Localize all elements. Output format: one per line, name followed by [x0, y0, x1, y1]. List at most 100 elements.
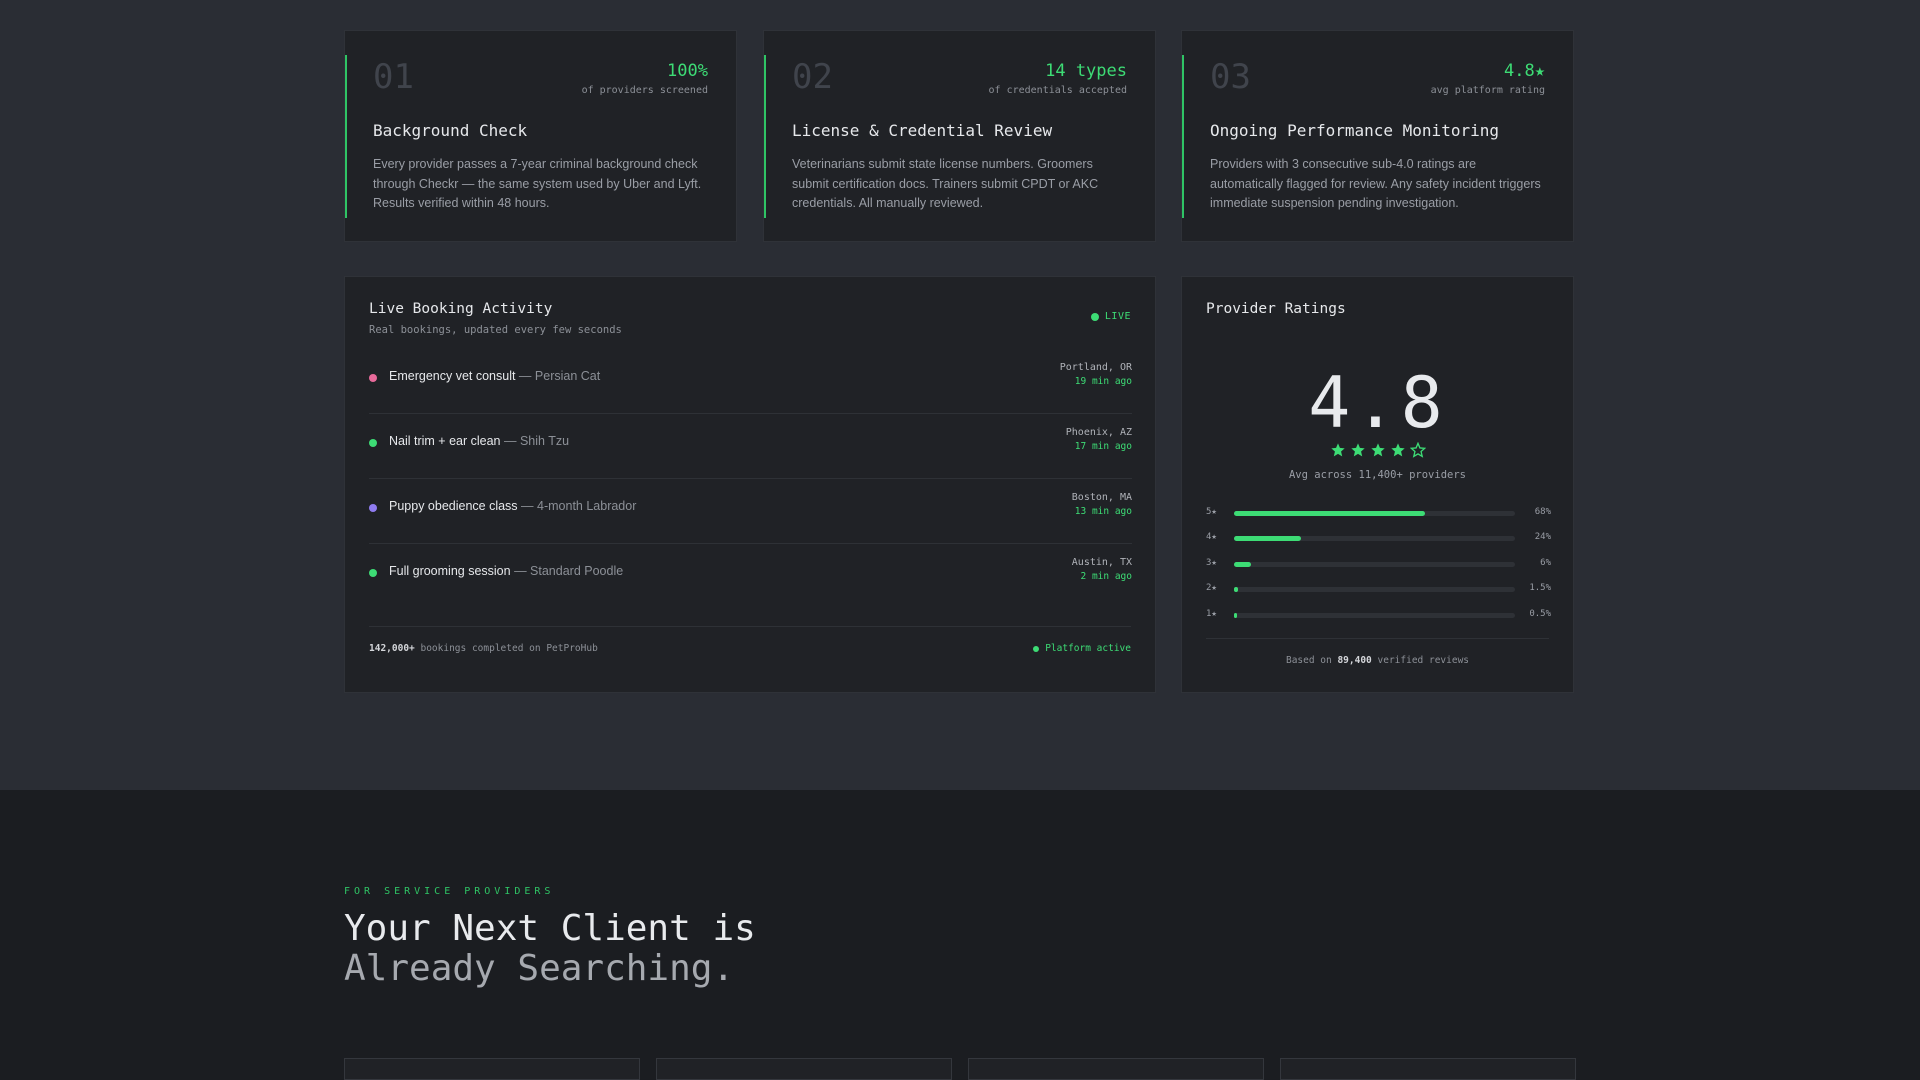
star-outline-icon: [1409, 442, 1426, 458]
rating-stars: [1182, 442, 1573, 458]
feature-title: License & Credential Review: [792, 121, 1053, 140]
booking-meta: Austin, TX 2 min ago: [1072, 557, 1132, 582]
rating-bar-fill: [1234, 562, 1251, 567]
rating-row-label: 5★: [1206, 507, 1217, 517]
provider-card: [968, 1058, 1264, 1080]
reviews-suffix: verified reviews: [1371, 655, 1470, 666]
status-dot-icon: [369, 439, 377, 447]
booking-location: Portland, OR: [1059, 362, 1132, 373]
rating-bar-fill: [1234, 613, 1237, 618]
rating-row-percent: 1.5%: [1529, 583, 1551, 593]
rating-row-1: 1★ 0.5%: [1206, 609, 1551, 623]
booking-pet: — Persian Cat: [515, 369, 601, 383]
average-rating-label: Avg across 11,400+ providers: [1288, 469, 1466, 481]
status-dot-icon: [1033, 645, 1040, 652]
panel-divider: [369, 626, 1131, 627]
rating-row-label: 1★: [1206, 609, 1217, 619]
status-dot-icon: [369, 374, 377, 382]
booking-service: Full grooming session — Standard Poodle: [389, 564, 623, 578]
status-dot-icon: [369, 504, 377, 512]
panel-title: Provider Ratings: [1206, 301, 1346, 317]
booking-meta: Portland, OR 19 min ago: [1060, 362, 1132, 387]
feature-stat-value: 4.8★: [1504, 61, 1545, 81]
reviews-number: 89,400: [1337, 655, 1372, 666]
panel-title: Live Booking Activity: [369, 301, 553, 317]
rating-bar-track: [1234, 613, 1515, 618]
rating-bar-fill: [1234, 536, 1302, 541]
feature-number: 01: [373, 57, 414, 97]
panel-subtitle: Real bookings, updated every few seconds: [369, 324, 622, 336]
feature-stat-value: 100%: [667, 61, 708, 81]
rating-bar-track: [1234, 562, 1515, 567]
rating-row-percent: 68%: [1534, 507, 1551, 517]
rating-row-percent: 6%: [1540, 558, 1551, 568]
booking-time: 17 min ago: [1074, 441, 1132, 452]
booking-location: Boston, MA: [1071, 492, 1132, 503]
provider-ratings-panel: Provider Ratings 4.8 Avg across 11,400+ …: [1181, 276, 1574, 693]
booking-row[interactable]: Full grooming session — Standard Poodle …: [369, 544, 1132, 609]
booking-row[interactable]: Emergency vet consult — Persian Cat Port…: [369, 349, 1132, 414]
booking-time: 2 min ago: [1080, 571, 1132, 582]
booking-service-name: Nail trim + ear clean: [389, 434, 501, 448]
booking-meta: Phoenix, AZ 17 min ago: [1066, 427, 1132, 452]
feature-stat: 14 types of credentials accepted: [989, 61, 1127, 96]
rating-bar-track: [1234, 536, 1515, 541]
reviews-count: Based on 89,400 verified reviews: [1182, 655, 1573, 666]
star-filled-icon: [1370, 443, 1385, 457]
live-dot-icon: [1090, 312, 1099, 321]
star-filled-icon: [1390, 443, 1405, 457]
provider-card: [344, 1058, 640, 1080]
booking-location: Austin, TX: [1071, 557, 1132, 568]
booking-time: 19 min ago: [1074, 376, 1132, 387]
booking-pet: — 4-month Labrador: [517, 499, 637, 513]
feature-stat-label: of credentials accepted: [988, 85, 1127, 96]
booking-service-name: Emergency vet consult: [389, 369, 516, 383]
provider-card: [656, 1058, 952, 1080]
feature-stat: 100% of providers screened: [582, 61, 708, 96]
section-headline-accent: Already Searching.: [344, 948, 735, 989]
booking-meta: Boston, MA 13 min ago: [1072, 492, 1132, 517]
feature-description: Every provider passes a 7-year criminal …: [373, 157, 702, 210]
rating-row-label: 4★: [1206, 532, 1217, 542]
star-filled-icon: [1350, 443, 1365, 457]
booking-service-name: Full grooming session: [389, 564, 511, 578]
booking-time: 13 min ago: [1074, 506, 1132, 517]
rating-row-label: 3★: [1206, 558, 1217, 568]
reviews-prefix: Based on: [1285, 655, 1338, 666]
booking-service: Nail trim + ear clean — Shih Tzu: [389, 434, 569, 448]
booking-row[interactable]: Nail trim + ear clean — Shih Tzu Phoenix…: [369, 414, 1132, 479]
booking-row[interactable]: Puppy obedience class — 4-month Labrador…: [369, 479, 1132, 544]
feature-card-license-review: 02 14 types of credentials accepted Lice…: [763, 30, 1156, 242]
status-dot-icon: [369, 569, 377, 577]
feature-description: Veterinarians submit state license numbe…: [792, 157, 1099, 210]
rating-bar-fill: [1234, 511, 1426, 516]
feature-stat-label: of providers screened: [581, 85, 708, 96]
rating-bar-track: [1234, 511, 1515, 516]
booking-service: Puppy obedience class — 4-month Labrador: [389, 499, 636, 513]
platform-status-label: Platform active: [1045, 643, 1131, 654]
feature-title: Background Check: [373, 121, 528, 140]
booking-service: Emergency vet consult — Persian Cat: [389, 369, 600, 383]
booking-pet: — Shih Tzu: [500, 434, 570, 448]
live-indicator: LIVE: [1090, 311, 1131, 322]
platform-status: Platform active: [1033, 643, 1131, 654]
rating-bar-fill: [1234, 587, 1239, 592]
section-eyebrow: FOR SERVICE PROVIDERS: [344, 886, 555, 897]
trust-section: 01 100% of providers screened Background…: [344, 30, 1574, 693]
star-filled-icon: [1330, 443, 1345, 457]
bookings-total-label: bookings completed on PetProHub: [414, 643, 598, 654]
feature-stat-value: 14 types: [1045, 61, 1127, 81]
rating-row-5: 5★ 68%: [1206, 507, 1551, 521]
booking-pet: — Standard Poodle: [510, 564, 624, 578]
booking-location: Phoenix, AZ: [1065, 427, 1132, 438]
panel-divider: [1206, 638, 1549, 639]
live-booking-panel: Live Booking Activity Real bookings, upd…: [344, 276, 1156, 693]
rating-row-4: 4★ 24%: [1206, 532, 1551, 546]
feature-title: Ongoing Performance Monitoring: [1210, 121, 1499, 140]
rating-row-label: 2★: [1206, 583, 1217, 593]
feature-number: 02: [792, 57, 833, 97]
feature-number: 03: [1210, 57, 1251, 97]
feature-stat: 4.8★ avg platform rating: [1431, 61, 1545, 96]
feature-description: Providers with 3 consecutive sub-4.0 rat…: [1210, 157, 1541, 210]
average-rating-value: 4.8: [1308, 362, 1447, 444]
